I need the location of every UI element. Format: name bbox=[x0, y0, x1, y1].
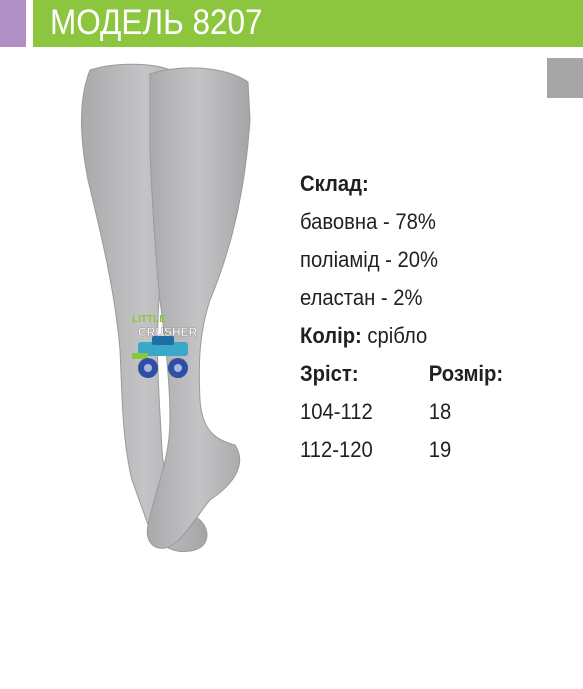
purple-accent-tab bbox=[0, 0, 26, 47]
color-row: Колір: срібло bbox=[300, 317, 438, 355]
height-label: Зріст: bbox=[300, 361, 359, 386]
tights-product-image: LITTLE CRUSHER bbox=[60, 60, 260, 560]
height-value: 104-112 bbox=[300, 399, 373, 424]
composition-cotton: бавовна - 78% bbox=[300, 203, 438, 241]
color-value: срібло bbox=[367, 323, 427, 348]
size-header-row: Зріст: Розмір: bbox=[300, 355, 438, 393]
page-title: МОДЕЛЬ 8207 bbox=[50, 3, 263, 43]
size-label: Розмір: bbox=[429, 355, 503, 393]
grey-accent-tab bbox=[547, 58, 583, 98]
product-specs: Склад: бавовна - 78% поліамід - 20% елас… bbox=[300, 165, 438, 469]
composition-polyamide: поліамід - 20% bbox=[300, 241, 438, 279]
size-row: 104-112 18 bbox=[300, 393, 438, 431]
composition-label: Склад: bbox=[300, 165, 438, 203]
size-value: 18 bbox=[429, 393, 452, 431]
composition-elastane: еластан - 2% bbox=[300, 279, 438, 317]
color-label: Колір: bbox=[300, 323, 362, 348]
size-value: 19 bbox=[429, 431, 452, 469]
height-value: 112-120 bbox=[300, 437, 373, 462]
print-text-little: LITTLE bbox=[132, 314, 166, 325]
size-row: 112-120 19 bbox=[300, 431, 438, 469]
